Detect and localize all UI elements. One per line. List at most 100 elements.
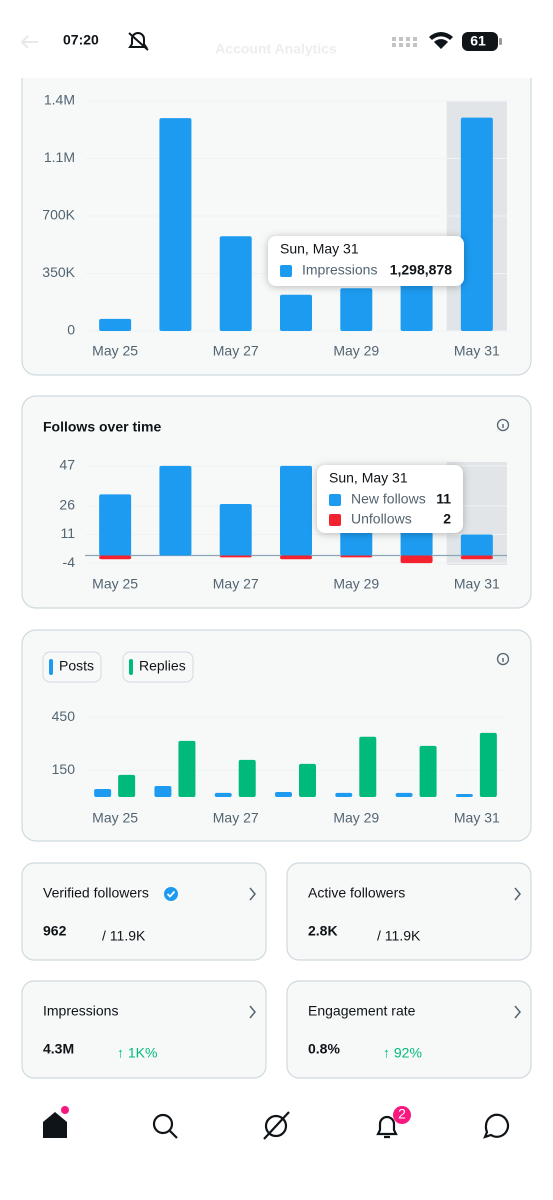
tooltip-series: Unfollows (351, 511, 412, 527)
legend-swatch (129, 659, 133, 675)
card-label: Active followers (308, 885, 405, 901)
card[interactable] (286, 862, 532, 961)
legend-label: Replies (139, 658, 186, 674)
tooltip-swatch (329, 494, 341, 506)
charts: 0 350K 700K 1.1M 1.4M May 25 May 27 May 29 May 3… (21, 49, 532, 842)
bar (340, 288, 373, 331)
y-tick-label: 1.1M (44, 149, 75, 165)
time: 07:20 (63, 32, 99, 48)
bar (159, 465, 192, 556)
signal-icon (392, 37, 417, 47)
tooltip (268, 236, 464, 286)
badge (393, 1106, 411, 1124)
chart-title: Follows over time (43, 419, 161, 435)
info-icon[interactable] (496, 418, 510, 432)
bar (219, 555, 252, 558)
verified-badge (164, 887, 178, 901)
bar (460, 117, 493, 331)
card-label: Engagement rate (308, 1003, 416, 1019)
y-tick-label: 47 (59, 457, 75, 473)
bar (400, 555, 433, 564)
tooltip-swatch (280, 265, 292, 277)
bar (479, 732, 497, 797)
card[interactable] (21, 980, 267, 1079)
y-tick-label: 0 (67, 322, 75, 338)
x-tick-label: May 31 (454, 810, 500, 826)
stat-cards: Verified followers 962 / 11.9K Active fo… (21, 862, 532, 1079)
bar (280, 465, 312, 556)
bar (99, 318, 132, 331)
battery (462, 32, 498, 51)
chart-card (21, 629, 532, 842)
home-icon[interactable] (43, 1112, 67, 1138)
bar (154, 786, 172, 797)
bar (419, 745, 437, 797)
x-tick-label: May 31 (454, 576, 500, 592)
legend-label: Posts (59, 658, 94, 674)
bar (335, 792, 353, 797)
card-value: 0.8% (308, 1041, 340, 1057)
tooltip-value: 1,298,878 (390, 262, 452, 278)
tooltip (317, 465, 463, 533)
y-tick-label: 26 (59, 497, 75, 513)
x-tick-label: May 31 (454, 343, 500, 359)
bar (455, 793, 473, 797)
y-tick-label: 1.4M (44, 92, 75, 108)
legend-button[interactable] (122, 651, 194, 683)
y-tick-label: 11 (60, 525, 75, 541)
top-bar: Account Analytics 07:20 61 (0, 0, 553, 78)
card-change: ↑ 1K% (117, 1045, 157, 1061)
tooltip-title: Sun, May 31 (329, 470, 408, 486)
bar (178, 740, 196, 797)
chevrons (249, 887, 521, 1019)
legend-swatch (49, 659, 53, 675)
grok-icon[interactable] (263, 1111, 290, 1140)
card-label: Impressions (43, 1003, 118, 1019)
messages-icon[interactable] (483, 1113, 510, 1139)
bar (460, 534, 493, 556)
card[interactable] (21, 862, 267, 961)
x-tick-label: May 27 (213, 343, 259, 359)
x-tick-label: May 29 (333, 343, 379, 359)
x-tick-label: May 29 (333, 576, 379, 592)
info-dot (502, 658, 504, 662)
bar (118, 774, 136, 797)
bar (99, 555, 132, 560)
tooltip-series: New follows (351, 491, 426, 507)
bar (400, 281, 433, 331)
bar (94, 789, 112, 797)
verified-check (166, 890, 176, 898)
card-value: 2.8K (308, 923, 338, 939)
info-icon[interactable] (496, 652, 510, 666)
notifications-icon[interactable] (376, 1115, 398, 1139)
card-total: / 11.9K (377, 928, 421, 944)
card-label: Verified followers (43, 885, 149, 901)
bar (214, 792, 232, 797)
x-tick-label: May 25 (92, 343, 138, 359)
bar (460, 555, 493, 560)
y-tick-label: -4 (63, 554, 76, 570)
x-tick-label: May 25 (92, 810, 138, 826)
card-change: ↑ 92% (383, 1045, 422, 1061)
y-tick-label: 450 (52, 708, 76, 724)
card[interactable] (286, 980, 532, 1079)
battery-tip (499, 38, 502, 45)
legend-button[interactable] (42, 651, 102, 683)
bar (400, 526, 433, 556)
search-icon[interactable] (152, 1113, 178, 1139)
bar (280, 294, 312, 331)
bar (280, 555, 312, 560)
bar (340, 555, 373, 558)
bar (159, 118, 192, 331)
card-value: 4.3M (43, 1041, 74, 1057)
back-icon[interactable] (20, 35, 38, 49)
badge-count: 2 (398, 1106, 406, 1122)
wifi-icon (429, 32, 453, 49)
y-tick-label: 700K (42, 207, 75, 223)
card-total: / 11.9K (102, 928, 146, 944)
bottom-nav: 2 (43, 1106, 510, 1140)
tooltip-swatch (329, 514, 341, 526)
bar (219, 503, 252, 556)
x-tick-label: May 27 (213, 810, 259, 826)
